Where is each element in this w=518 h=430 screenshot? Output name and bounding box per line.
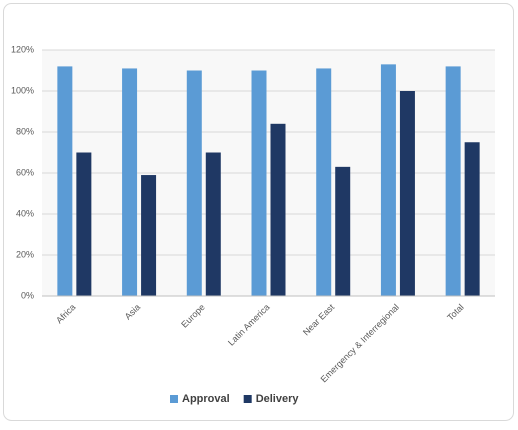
bar	[251, 70, 267, 296]
legend-label: Approval	[182, 393, 230, 405]
bar	[464, 142, 480, 296]
legend-swatch	[170, 395, 178, 403]
bar	[445, 66, 461, 297]
y-tick-label: 100%	[11, 85, 34, 95]
bar	[57, 66, 73, 297]
y-tick-label: 40%	[16, 208, 34, 218]
y-tick-label: 120%	[11, 44, 34, 54]
legend-label: Delivery	[256, 393, 300, 405]
bar	[316, 68, 332, 296]
legend-swatch	[243, 395, 252, 403]
y-tick-label: 80%	[16, 126, 34, 136]
bar	[399, 91, 415, 296]
bar	[76, 152, 92, 296]
bar	[186, 70, 202, 296]
y-tick-label: 0%	[21, 290, 34, 300]
bar	[335, 166, 351, 296]
bar	[141, 175, 157, 296]
bar	[205, 152, 221, 296]
y-tick-label: 20%	[16, 249, 34, 259]
y-tick-label: 60%	[16, 167, 34, 177]
bar	[270, 123, 286, 296]
bar	[380, 64, 396, 296]
bar	[122, 68, 138, 296]
